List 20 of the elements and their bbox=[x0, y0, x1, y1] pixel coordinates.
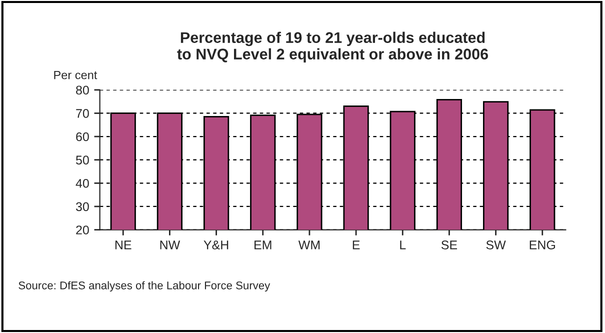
x-tick-label: NW bbox=[160, 240, 180, 250]
x-tick-label: Y&H bbox=[204, 240, 228, 250]
chart-title: Percentage of 19 to 21 year-olds educated to NVQ Level 2 equivalent or above in 2006 bbox=[177, 32, 488, 63]
x-tick-label: ENG bbox=[530, 240, 555, 250]
y-tick-label: 80 bbox=[76, 86, 89, 95]
x-tick-label: EM bbox=[254, 240, 272, 250]
x-tick-label: SW bbox=[486, 240, 506, 250]
x-tick-label: SE bbox=[441, 240, 458, 250]
y-tick-label: 60 bbox=[76, 132, 89, 142]
x-tick-label: E bbox=[352, 240, 360, 250]
x-tick-label: NE bbox=[115, 240, 132, 250]
x-tick-label: WM bbox=[298, 240, 320, 250]
y-tick-label: 40 bbox=[76, 178, 89, 188]
y-tick-label: 50 bbox=[76, 156, 89, 164]
source-note: Source: DfES analyses of the Labour Force Survey bbox=[18, 281, 270, 292]
y-tick-label: 20 bbox=[76, 226, 89, 234]
y-axis-title: Per cent bbox=[54, 70, 98, 80]
y-tick-label: 30 bbox=[76, 202, 89, 212]
y-tick-label: 70 bbox=[76, 109, 89, 118]
x-tick-label: L bbox=[400, 240, 406, 250]
